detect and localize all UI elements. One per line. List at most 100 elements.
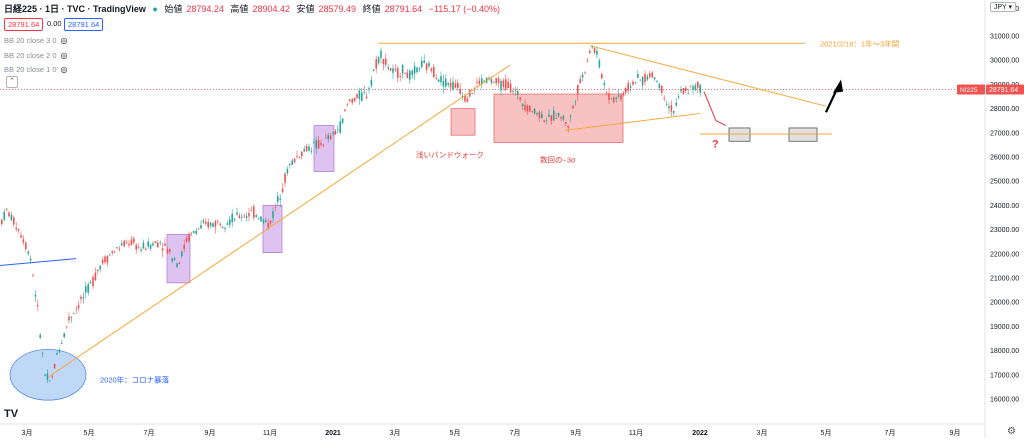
indicator-bb-3[interactable]: BB 20 close 3 0 ◎: [4, 36, 68, 45]
candle-body: [548, 114, 550, 117]
candle-body: [555, 118, 557, 119]
annotation-shallow-bandwalk: 浅いバンドウォーク: [416, 150, 484, 160]
low-label: 安値: [296, 4, 315, 14]
candle-body: [514, 89, 517, 91]
indicator-bb-2[interactable]: BB 20 close 2 0 ◎: [4, 51, 68, 60]
tradingview-logo-icon[interactable]: TV: [4, 408, 19, 420]
candle-body: [641, 76, 644, 86]
candle-body: [615, 97, 617, 99]
candle-body: [617, 95, 620, 97]
candle-body: [661, 85, 663, 93]
candle-body: [457, 82, 459, 88]
candle-body: [646, 76, 649, 80]
candle-body: [505, 79, 507, 90]
y-tick-label: 25000.00: [990, 179, 1019, 186]
candle-body: [332, 132, 334, 134]
candle-body: [154, 241, 157, 244]
candle-body: [135, 244, 137, 250]
candle-body: [476, 81, 478, 83]
candle-body: [368, 88, 370, 90]
candle-body: [109, 254, 111, 256]
candle-body: [22, 239, 25, 243]
candle-body: [543, 120, 545, 122]
x-tick-label: 11月: [263, 429, 277, 437]
candle-body: [430, 68, 433, 71]
last-price-value: 28791.64: [989, 87, 1018, 94]
candle-body: [113, 251, 116, 253]
candle-body: [286, 168, 289, 174]
candle-body: [85, 286, 87, 293]
candle-body: [97, 269, 99, 272]
candle-body: [147, 241, 149, 247]
candle-body: [572, 106, 574, 109]
candle-body: [3, 211, 5, 220]
gear-icon[interactable]: ⚙: [1007, 426, 1016, 437]
highlight-box: [262, 204, 283, 253]
candle-body: [579, 78, 581, 84]
candle-body: [502, 80, 505, 87]
candle-body: [250, 210, 253, 211]
candle-body: [166, 248, 169, 254]
candle-body: [5, 208, 8, 210]
candle-body: [224, 228, 226, 229]
candle-body: [145, 248, 147, 250]
candle-body: [253, 206, 255, 218]
candle-body: [219, 224, 221, 225]
candle-body: [279, 198, 281, 200]
candle-body: [34, 294, 37, 297]
high-label: 高値: [230, 4, 249, 14]
candle-body: [649, 73, 651, 77]
candle-body: [677, 96, 680, 98]
status-dot: ●: [152, 4, 158, 14]
candle-body: [370, 79, 373, 86]
candle-body: [243, 215, 245, 217]
candle-body: [262, 219, 265, 223]
candle-body: [82, 297, 85, 299]
eye-icon[interactable]: ◎: [60, 36, 68, 45]
collapse-indicators-button[interactable]: ⌃: [6, 76, 18, 88]
buy-price-box[interactable]: 28791.64: [64, 18, 104, 31]
candle-body: [358, 90, 361, 100]
candle-body: [92, 276, 94, 287]
candle-body: [341, 118, 344, 123]
candle-body: [344, 109, 346, 111]
candle-body: [53, 363, 56, 369]
eye-icon[interactable]: ◎: [60, 65, 68, 74]
indicator-label: BB 20 close 1 0: [4, 65, 57, 74]
candle-body: [565, 121, 567, 124]
candle-body: [411, 70, 413, 75]
candle-body: [58, 350, 61, 353]
candle-body: [404, 73, 406, 75]
candle-body: [137, 247, 140, 248]
candle-body: [471, 93, 473, 94]
candle-body: [87, 284, 89, 293]
x-tick-label: 5月: [84, 429, 95, 437]
candle-body: [164, 243, 166, 246]
candle-body: [375, 59, 377, 69]
x-tick-label: 5月: [450, 429, 461, 437]
candle-body: [99, 265, 101, 270]
candle-body: [51, 376, 53, 378]
candle-body: [212, 223, 214, 227]
candle-body: [257, 218, 260, 220]
eye-icon[interactable]: ◎: [60, 51, 68, 60]
indicator-bb-1[interactable]: BB 20 close 1 0 ◎: [4, 65, 68, 74]
candle-body: [233, 219, 236, 221]
candle-body: [692, 86, 694, 90]
candle-body: [627, 83, 629, 91]
candle-body: [584, 72, 586, 74]
candle-body: [464, 95, 466, 102]
candle-body: [581, 74, 584, 78]
currency-button[interactable]: JPY ▾: [989, 2, 1016, 12]
candle-body: [337, 129, 339, 131]
sell-price-box[interactable]: 28791.64: [4, 18, 44, 31]
candle-body: [236, 212, 238, 215]
y-tick-label: 16000.00: [990, 397, 1019, 404]
x-tick-label: 7月: [885, 429, 896, 437]
candle-body: [248, 213, 250, 217]
symbol-title[interactable]: 日経225 · 1日 · TVC · TradingView: [4, 4, 146, 14]
high-value: 28904.42: [252, 4, 290, 14]
candle-body: [651, 72, 653, 78]
